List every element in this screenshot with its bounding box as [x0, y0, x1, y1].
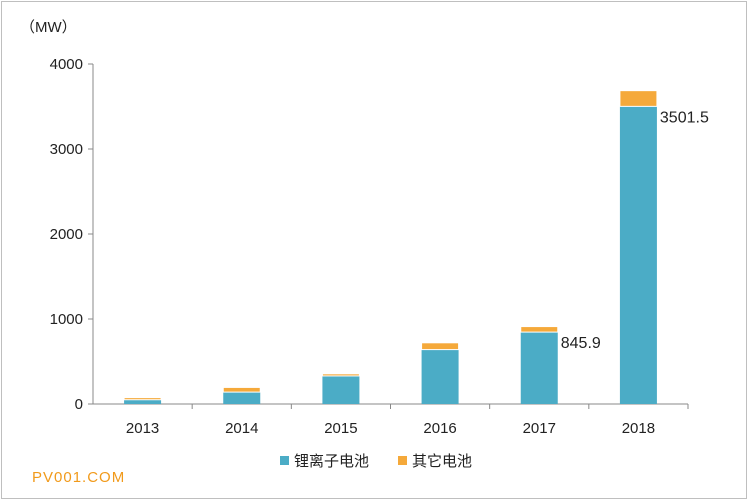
bar-other-2015: [321, 373, 360, 377]
bar-other-2017: [520, 326, 559, 333]
x-ticks: 2013 2014 2015 2016 2017 2018: [126, 404, 689, 437]
bar-li-ion-2017: [520, 332, 558, 404]
x-tick-label: 2015: [324, 420, 357, 437]
bar-li-ion-2018: [619, 106, 657, 404]
bar-other-2018: [619, 90, 658, 107]
bars: [123, 90, 658, 404]
bar-other-2014: [222, 386, 261, 393]
x-tick-label: 2014: [225, 420, 258, 437]
bar-li-ion-2013: [124, 399, 162, 404]
x-tick-label: 2016: [423, 420, 456, 437]
data-label-2018: 3501.5: [660, 109, 709, 126]
y-unit-label: （MW）: [20, 19, 77, 36]
bar-other-2013: [123, 397, 162, 401]
legend-label-li-ion: 锂离子电池: [294, 453, 369, 470]
bar-other-2016: [421, 342, 460, 351]
x-tick-label: 2013: [126, 420, 159, 437]
y-tick-label: 4000: [50, 56, 83, 73]
y-tick-label: 1000: [50, 311, 83, 328]
legend-swatch-other: [398, 456, 407, 465]
y-tick-label: 0: [75, 396, 83, 413]
bar-li-ion-2014: [223, 392, 261, 404]
legend-swatch-li-ion: [280, 456, 289, 465]
bar-li-ion-2015: [322, 375, 360, 404]
y-tick-label: 3000: [50, 141, 83, 158]
bar-li-ion-2016: [421, 349, 459, 404]
legend: 锂离子电池 其它电池: [280, 452, 472, 470]
axes: [92, 64, 688, 405]
watermark: PV001.COM: [32, 469, 125, 486]
legend-label-other: 其它电池: [412, 452, 472, 470]
x-tick-label: 2017: [523, 420, 556, 437]
y-tick-label: 2000: [50, 226, 83, 243]
data-labels: 845.9 3501.5: [561, 109, 709, 352]
y-ticks: 0 1000 2000 3000 4000: [50, 56, 93, 413]
x-tick-label: 2018: [622, 420, 655, 437]
data-label-2017: 845.9: [561, 335, 601, 352]
